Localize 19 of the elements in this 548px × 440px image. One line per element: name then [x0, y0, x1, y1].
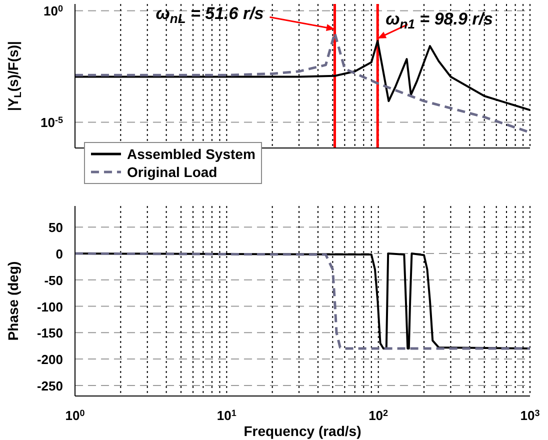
annotation: ω$_{nL}$ = 51.6 r/s: [156, 4, 264, 26]
legend-label: Original Load: [127, 163, 218, 181]
legend-label: Assembled System: [127, 145, 256, 163]
y-tick-label: 0: [56, 246, 63, 262]
y-tick-label: 10$^{-5}$: [40, 115, 63, 130]
y-tick-label: -200: [36, 352, 63, 368]
x-tick-label: 10$^{1}$: [216, 408, 236, 423]
y-tick-label: -250: [36, 378, 63, 394]
y-tick-label: 10$^{0}$: [44, 4, 63, 19]
x-axis-title: Frequency (rad/s): [244, 423, 362, 439]
y-axis-title: Phase (deg): [5, 261, 21, 341]
y-tick-label: -100: [36, 299, 63, 314]
x-tick-label: 10$^{0}$: [65, 408, 85, 423]
x-tick-label: 10$^{2}$: [368, 408, 388, 423]
x-tick-label: 10$^{3}$: [520, 408, 540, 423]
y-tick-label: 50: [48, 220, 63, 236]
y-tick-label: -50: [44, 272, 63, 288]
annotation: ω$_{n1}$ = 98.9 r/s: [386, 9, 493, 32]
y-tick-label: -150: [36, 326, 63, 341]
